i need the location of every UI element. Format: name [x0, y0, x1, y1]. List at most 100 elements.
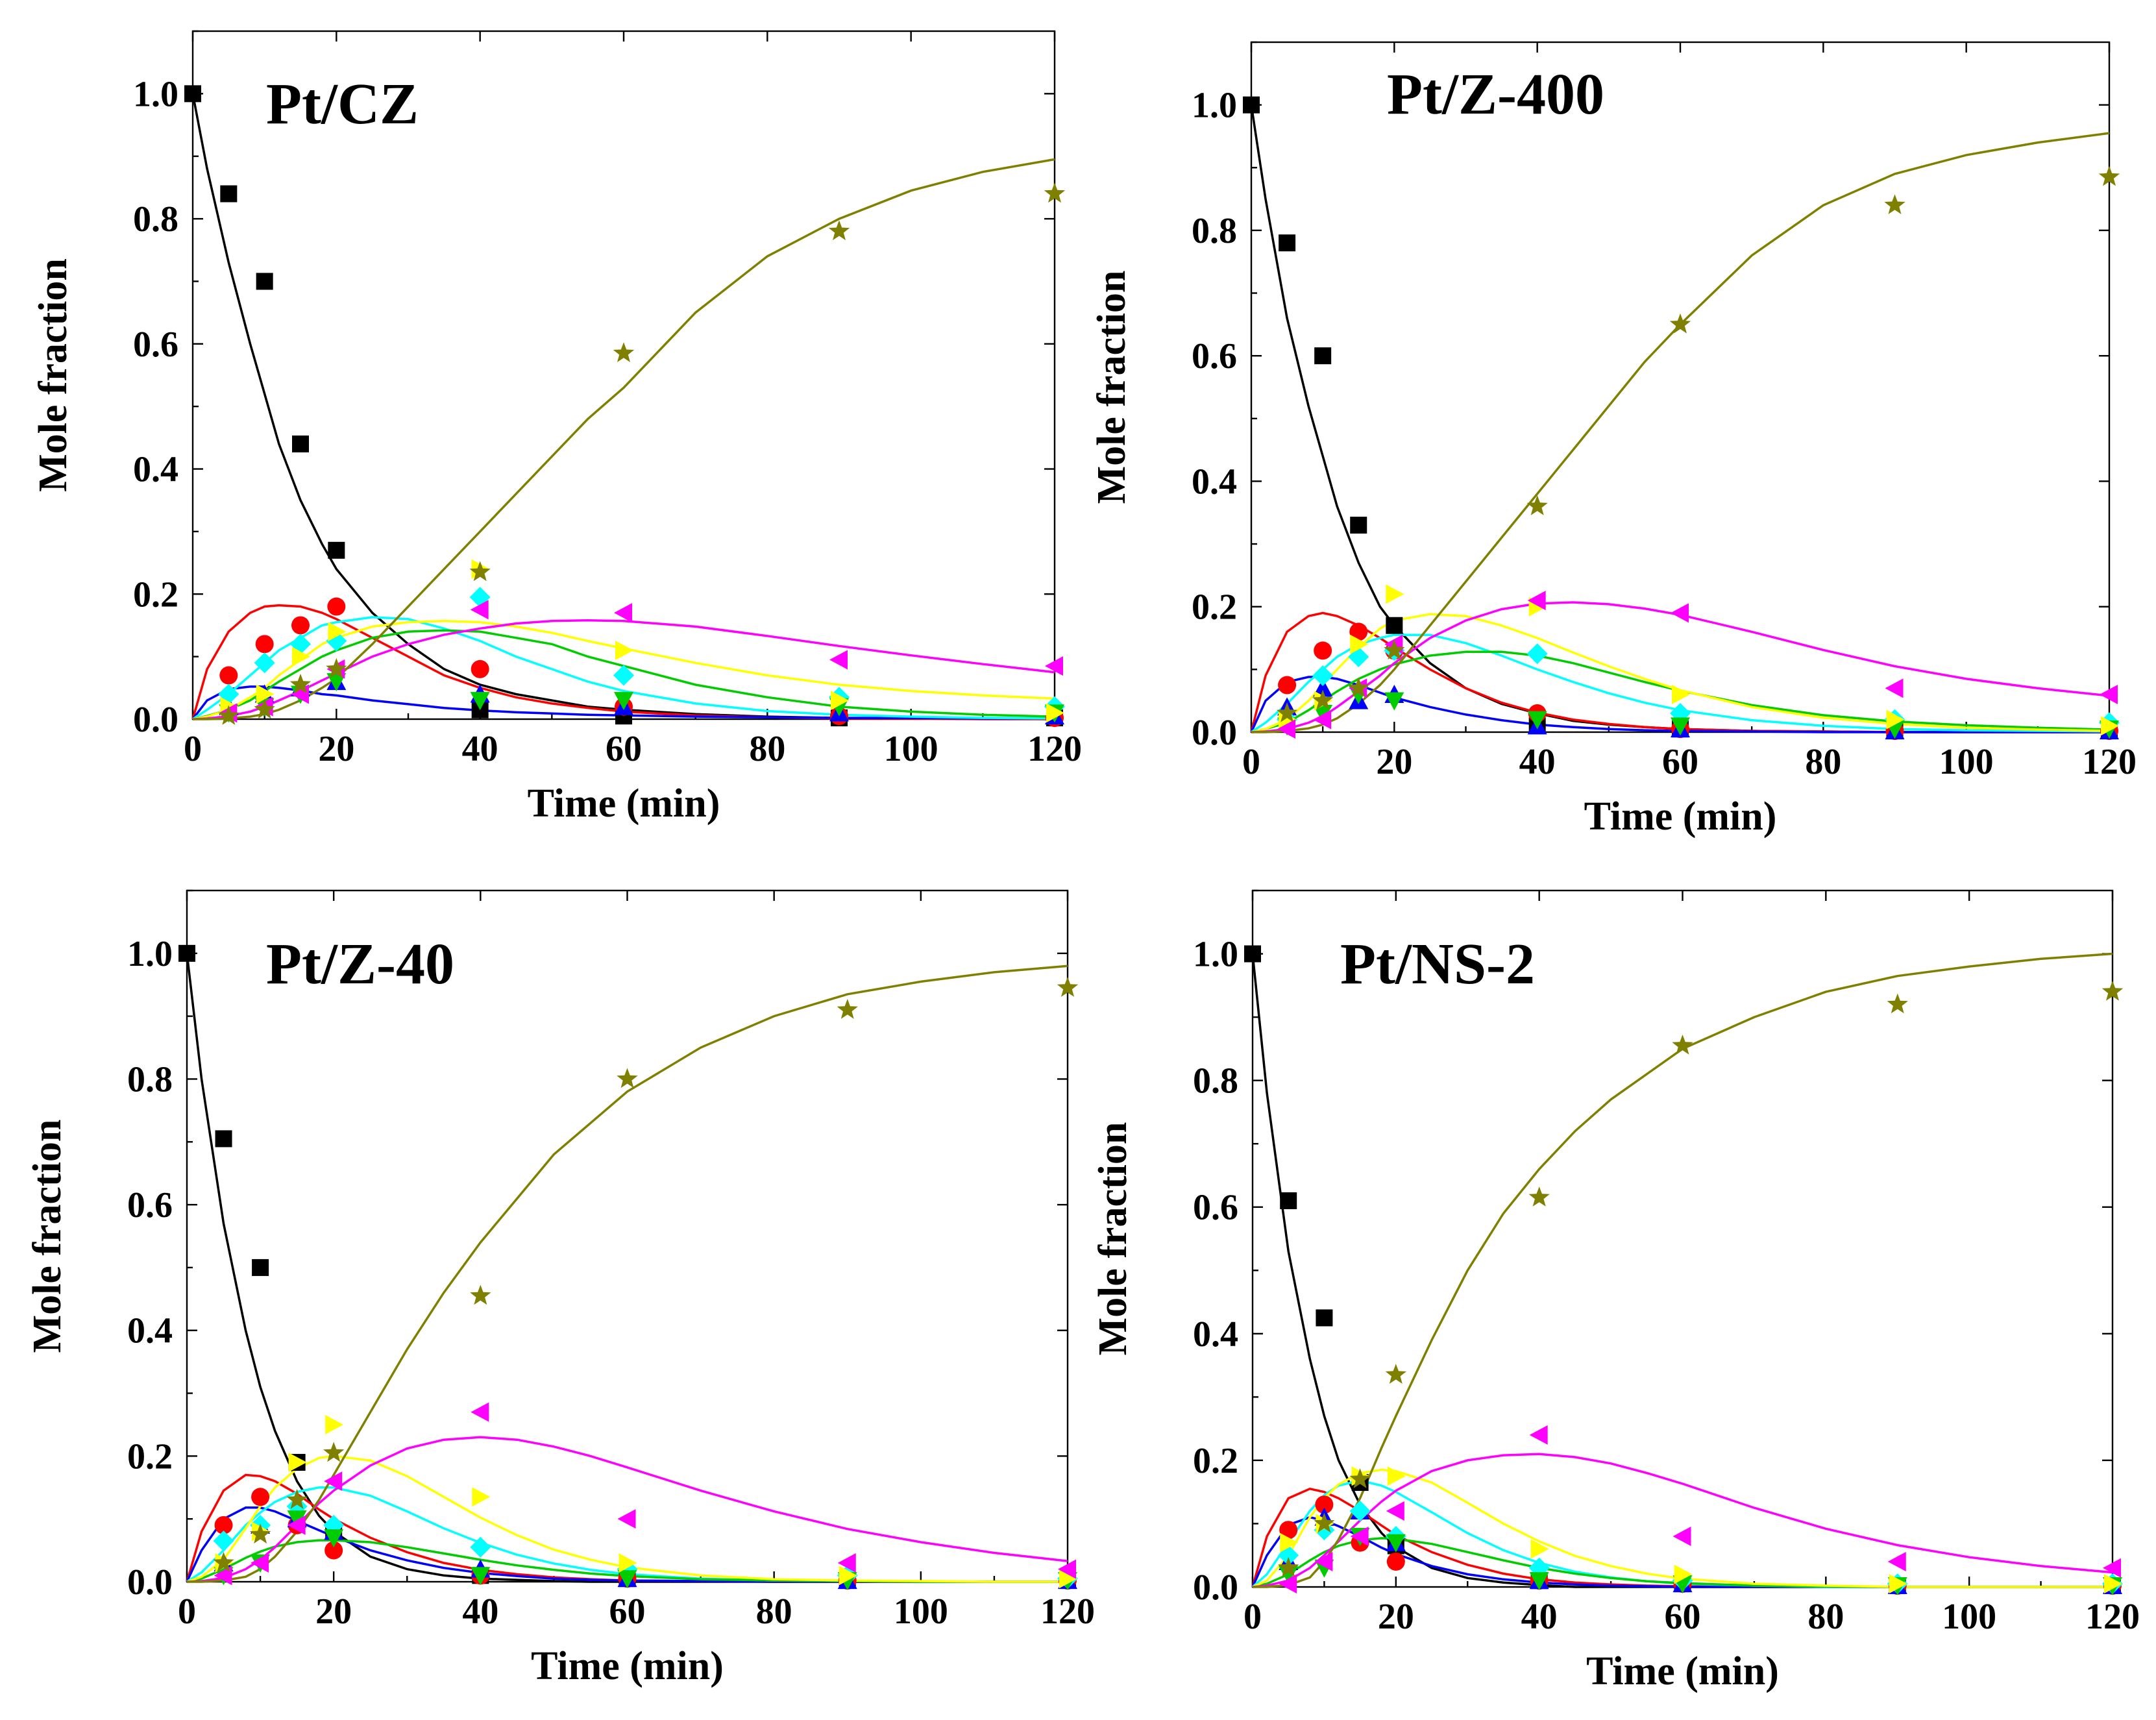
red-circle-point: [291, 616, 310, 635]
y-axis-label: Mole fraction: [1091, 1122, 1135, 1356]
magenta-triangle-left-point: [2100, 685, 2118, 705]
y-tick-label: 0.8: [127, 1059, 173, 1100]
y-tick-label: 0.6: [127, 1185, 173, 1225]
olive-star-point: [1349, 1468, 1371, 1488]
green-triangle-down-point: [1279, 1566, 1299, 1584]
y-tick-label: 0.8: [133, 199, 178, 240]
y-tick-label: 0.2: [127, 1436, 173, 1477]
x-tick-label: 0: [1242, 742, 1260, 782]
yellow-triangle-right-point: [1059, 1569, 1077, 1589]
x-tick-label: 20: [1378, 1597, 1414, 1637]
x-tick-label: 100: [1942, 1597, 1996, 1637]
magenta-triangle-left-point: [829, 650, 848, 670]
magenta-triangle-left-point: [214, 1566, 232, 1586]
y-tick-label: 0.2: [133, 574, 178, 615]
yellow-triangle-right-point: [615, 641, 633, 660]
magenta-triangle-left-point: [1885, 678, 1904, 698]
panel-title: Pt/Z-40: [266, 932, 454, 996]
yellow-triangle-right-point: [831, 691, 849, 711]
y-tick-label: 0.2: [1193, 1441, 1238, 1481]
olive-star-point: [289, 674, 312, 694]
x-tick-label: 60: [1662, 742, 1698, 782]
green-triangle-down-point: [324, 1529, 344, 1548]
green-triangle-down-point: [617, 1570, 637, 1589]
olive-star-point: [1278, 1556, 1299, 1577]
red-circle-point: [1315, 1495, 1334, 1514]
magenta-triangle-left-point: [1350, 1526, 1369, 1546]
yellow-triangle-right-point: [619, 1553, 637, 1573]
yellow-triangle-right-point: [1386, 584, 1404, 604]
panel-title: Pt/NS-2: [1340, 932, 1535, 996]
yellow-triangle-right-point: [1387, 1466, 1406, 1486]
magenta-triangle-left-point: [1045, 656, 1063, 676]
olive-star-point: [249, 1523, 271, 1544]
magenta-triangle-left-point: [1058, 1559, 1076, 1579]
green-triangle-down-point: [614, 692, 633, 711]
black-square-point: [215, 1130, 232, 1148]
y-tick-label: 0.6: [1192, 336, 1237, 376]
x-tick-label: 20: [315, 1591, 352, 1632]
y-tick-label: 0.8: [1192, 211, 1237, 251]
y-tick-label: 0.8: [1193, 1061, 1238, 1101]
x-tick-label: 60: [1665, 1597, 1701, 1637]
olive-star-fit-line: [193, 158, 1055, 720]
magenta-triangle-left-point: [471, 1402, 489, 1422]
yellow-triangle-right-point: [292, 646, 310, 667]
red-circle-point: [219, 666, 238, 685]
yellow-triangle-right-point: [288, 1453, 307, 1473]
olive-star-point: [1887, 993, 1908, 1014]
yellow-triangle-right-point: [1889, 1574, 1907, 1594]
olive-star-point: [828, 220, 850, 241]
magenta-triangle-left-point: [324, 1471, 343, 1492]
x-tick-label: 0: [178, 1591, 196, 1632]
red-circle-point: [327, 597, 346, 616]
x-axis-label: Time (min): [1586, 1649, 1779, 1693]
y-axis-label: Mole fraction: [31, 258, 75, 492]
x-tick-label: 40: [462, 729, 498, 769]
magenta-triangle-left-point: [470, 600, 489, 620]
x-tick-label: 60: [606, 729, 642, 769]
olive-star-point: [2101, 981, 2124, 1001]
yellow-triangle-right-point: [1530, 1539, 1549, 1559]
magenta-triangle-left-point: [287, 1515, 306, 1535]
x-axis-label: Time (min): [528, 781, 720, 826]
black-square-point: [292, 436, 309, 452]
magenta-triangle-left-point: [1277, 719, 1296, 739]
green-triangle-down-point: [1529, 1572, 1549, 1591]
yellow-triangle-right-point: [2101, 716, 2119, 736]
olive-star-fit-line: [187, 964, 1068, 1583]
panel-pt-ns2: 0 20 40 60 80 100 120 0.0 0.2 0.4 0.6 0.8 1.0 Time (m…: [1091, 889, 2140, 1693]
cyan-diamond-point: [213, 1530, 234, 1552]
panel-pt-cz: 0 20 40 60 80 100 120 0.0 0.2 0.4 0.6 0.8 1.0 Time (m…: [31, 30, 1082, 826]
red-circle-point: [1279, 1521, 1298, 1540]
black-square-point: [252, 1259, 269, 1276]
x-tick-label: 60: [609, 1591, 646, 1632]
panel-pt-z400: 0 20 40 60 80 100 120 0.0 0.2 0.4 0.6 0.8 1.0 Time (m…: [1090, 41, 2137, 839]
olive-star-point: [470, 1284, 491, 1305]
magenta-triangle-left-point: [1279, 1574, 1297, 1594]
x-tick-label: 120: [2085, 1597, 2140, 1637]
y-tick-label: 0.4: [127, 1311, 173, 1351]
y-tick-label: 0.0: [1192, 713, 1237, 753]
olive-star-point: [1385, 1364, 1406, 1384]
x-tick-label: 20: [1376, 742, 1412, 782]
olive-star-point: [1044, 182, 1066, 203]
red-circle-point: [1278, 676, 1297, 694]
olive-star-point: [1528, 1186, 1550, 1207]
cyan-diamond-point: [1526, 643, 1548, 665]
olive-star-point: [1314, 1512, 1335, 1533]
x-tick-label: 100: [1939, 742, 1994, 782]
yellow-triangle-right-point: [1886, 709, 1905, 730]
olive-star-point: [1312, 689, 1334, 710]
black-square-point: [1350, 517, 1367, 534]
olive-star-point: [1276, 702, 1298, 722]
green-triangle-down-point: [287, 1510, 307, 1529]
x-tick-label: 80: [1805, 742, 1841, 782]
y-tick-label: 0.0: [127, 1562, 173, 1603]
black-square-point: [256, 273, 273, 290]
olive-star-point: [837, 999, 858, 1019]
y-tick-label: 1.0: [127, 934, 173, 974]
x-tick-label: 120: [2082, 742, 2137, 782]
green-triangle-down-point: [470, 692, 490, 711]
olive-star-point: [254, 698, 275, 719]
